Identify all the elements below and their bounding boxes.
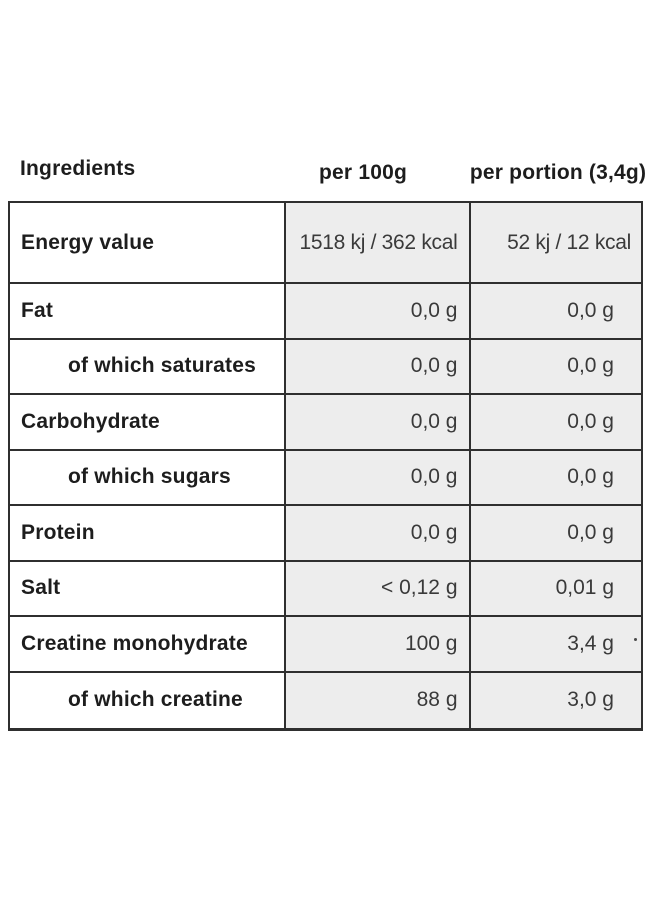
value-per-portion: 0,0 g xyxy=(468,339,641,393)
value-per-100g: < 0,12 g xyxy=(283,561,469,615)
column-header-ingredients: Ingredients xyxy=(20,157,136,180)
value-per-portion: 0,0 g xyxy=(468,284,641,338)
ingredient-name: Fat xyxy=(10,284,284,338)
value-per-portion: 0,01 g xyxy=(468,561,641,615)
ingredient-name: Protein xyxy=(10,506,284,560)
ingredient-name: of which sugars xyxy=(10,450,284,504)
table-row: of which saturates 0,0 g 0,0 g xyxy=(10,339,641,395)
table-row: Fat 0,0 g 0,0 g xyxy=(10,284,641,340)
value-per-100g: 0,0 g xyxy=(283,395,469,449)
table-row: of which sugars 0,0 g 0,0 g xyxy=(10,450,641,506)
ingredient-name: Carbohydrate xyxy=(10,395,284,449)
table-row: of which creatine 88 g 3,0 g xyxy=(10,672,641,728)
value-per-100g: 0,0 g xyxy=(283,284,469,338)
table-row: Energy value 1518 kj / 362 kcal 52 kj / 12… xyxy=(10,203,641,284)
column-header-per-100g: per 100g xyxy=(319,161,407,184)
ingredient-name: of which saturates xyxy=(10,339,284,393)
value-per-100g: 1518 kj / 362 kcal xyxy=(283,203,469,282)
speck-artifact xyxy=(634,638,637,641)
table-row: Salt < 0,12 g 0,01 g xyxy=(10,561,641,617)
value-per-100g: 100 g xyxy=(283,617,469,671)
table-row: Carbohydrate 0,0 g 0,0 g xyxy=(10,395,641,451)
ingredient-name: Creatine monohydrate xyxy=(10,617,284,671)
value-per-100g: 0,0 g xyxy=(283,506,469,560)
value-per-100g: 88 g xyxy=(283,672,469,728)
column-header-per-portion: per portion (3,4g) xyxy=(469,161,647,184)
table-row: Protein 0,0 g 0,0 g xyxy=(10,506,641,562)
value-per-portion: 3,4 g xyxy=(468,617,641,671)
value-per-portion: 0,0 g xyxy=(468,506,641,560)
ingredient-name: of which creatine xyxy=(10,672,284,728)
nutrition-table: Energy value 1518 kj / 362 kcal 52 kj / 12… xyxy=(8,201,643,731)
value-per-100g: 0,0 g xyxy=(283,339,469,393)
value-per-portion: 0,0 g xyxy=(468,395,641,449)
ingredient-name: Salt xyxy=(10,561,284,615)
table-row: Creatine monohydrate 100 g 3,4 g xyxy=(10,617,641,673)
ingredient-name: Energy value xyxy=(10,203,284,282)
value-per-portion: 52 kj / 12 kcal xyxy=(468,203,641,282)
value-per-portion: 0,0 g xyxy=(468,450,641,504)
value-per-portion: 3,0 g xyxy=(468,672,641,728)
value-per-100g: 0,0 g xyxy=(283,450,469,504)
